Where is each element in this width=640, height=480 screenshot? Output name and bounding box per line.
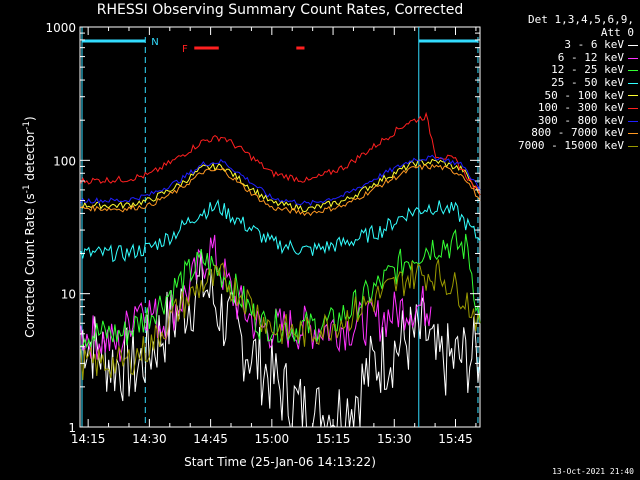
legend-swatch: [628, 133, 638, 135]
series-line: [80, 158, 481, 213]
y-axis-title: Corrected Count Rate (s-1 detector-1): [22, 116, 37, 337]
x-tick-label: 15:15: [316, 432, 351, 446]
legend-swatch: [628, 145, 638, 147]
ylabel-sup2: -1: [22, 121, 32, 130]
flare-label: F: [182, 44, 188, 55]
series-line: [80, 154, 481, 207]
legend-label: 50 - 100 keV: [544, 88, 624, 102]
series-line: [80, 163, 481, 217]
legend-swatch: [628, 95, 638, 97]
legend-item: 3 - 6 keV: [478, 39, 638, 52]
svg-text:Corrected Count Rate (s-1 dete: Corrected Count Rate (s-1 detector-1): [22, 116, 37, 337]
axis-layer: 14:15 14:30 14:45 15:00 15:15 15:30 15:45 1 10 10…: [45, 21, 480, 446]
plot-frame: [79, 26, 481, 428]
legend-swatch: [628, 82, 638, 84]
ylabel-mid: detector: [23, 130, 37, 185]
ylabel-part: Corrected Count Rate (s: [23, 193, 37, 337]
legend-item: 6 - 12 keV: [478, 50, 638, 65]
legend-rows: 3 - 6 keV 6 - 12 keV 12 - 25 keV 25 - 50 ke…: [478, 39, 638, 152]
ylabel-sup: -1: [22, 184, 32, 193]
legend-label: 7000 - 15000 keV: [518, 138, 624, 152]
legend-label: 3 - 6 keV: [564, 38, 624, 52]
x-tick-label: 15:00: [255, 432, 290, 446]
legend-swatch: [628, 107, 638, 109]
legend-header-line1: Det 1,3,4,5,6,9,: [528, 13, 634, 26]
legend-swatch: [628, 70, 638, 72]
legend-item: 100 - 300 keV: [478, 102, 638, 115]
y-tick-label: 10: [61, 288, 76, 302]
legend-swatch: [628, 57, 638, 59]
legend-item: 25 - 50 keV: [478, 75, 638, 90]
chart-title: RHESSI Observing Summary Count Rates, Co…: [96, 2, 464, 18]
series-line: [80, 111, 481, 196]
legend-label: 6 - 12 keV: [557, 50, 624, 64]
legend-swatch: [628, 120, 638, 122]
legend-item: 300 - 800 keV: [478, 113, 638, 128]
legend-swatch: [628, 44, 638, 46]
x-tick-label: 15:45: [438, 432, 473, 446]
legend-label: 100 - 300 keV: [537, 101, 624, 115]
legend-label: 12 - 25 keV: [551, 63, 624, 77]
legend-label: 25 - 50 keV: [551, 75, 624, 89]
legend-item: 12 - 25 keV: [478, 64, 638, 77]
y-tick-label: 100: [53, 154, 76, 168]
series-line: [80, 198, 481, 263]
series-line: [80, 228, 481, 349]
x-axis-title: Start Time (25-Jan-06 14:13:22): [184, 455, 376, 469]
ylabel-end: ): [23, 116, 37, 121]
x-tick-label: 14:45: [193, 432, 228, 446]
x-tick-label: 14:30: [132, 432, 167, 446]
y-tick-label: 1: [68, 421, 76, 435]
flag-layer: NF: [81, 27, 479, 427]
series-layer: [80, 111, 481, 429]
legend: Det 1,3,4,5,6,9, Att 0 3 - 6 keV 6 - 12 k…: [478, 13, 638, 153]
series-line: [80, 249, 481, 429]
legend-item: 7000 - 15000 keV: [478, 138, 638, 153]
legend-label: 300 - 800 keV: [537, 113, 624, 127]
legend-item: 50 - 100 keV: [478, 88, 638, 103]
legend-label: 800 - 7000 keV: [531, 126, 624, 140]
x-tick-label: 14:15: [71, 432, 106, 446]
legend-header-line2: Att 0: [600, 25, 634, 39]
night-label: N: [151, 37, 158, 48]
y-tick-label: 1000: [45, 21, 76, 35]
legend-item: 800 - 7000 keV: [478, 127, 638, 140]
x-tick-label: 15:30: [377, 432, 412, 446]
series-line: [80, 259, 481, 381]
footer-timestamp: 13-Oct-2021 21:40: [552, 467, 634, 476]
